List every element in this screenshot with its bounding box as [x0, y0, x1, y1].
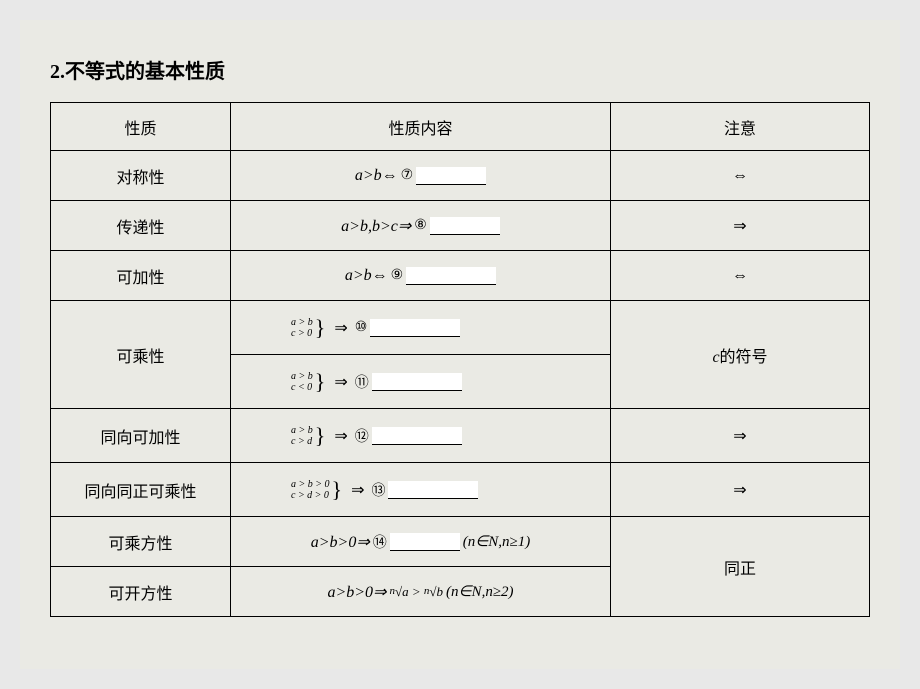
- cell-power-name: 可乘方性: [51, 517, 231, 567]
- row-same-dir-add: 同向可加性 a > b c > d } ⇒ ⑫ ⇒: [51, 409, 870, 463]
- arrow-icon: ⇒: [334, 372, 347, 392]
- mult2-blank: [372, 373, 462, 391]
- cell-additive-name: 可加性: [51, 251, 231, 301]
- additive-prefix: a>b⇔: [345, 267, 388, 285]
- sdpm-marker: ⑬: [371, 480, 385, 500]
- mult2-line2: c < 0: [291, 382, 313, 393]
- section-title: 2.不等式的基本性质: [50, 55, 870, 84]
- mult2-line1: a > b: [291, 371, 313, 382]
- mult1-cond: a > b c > 0 }: [291, 317, 327, 339]
- symmetry-blank: [416, 167, 486, 185]
- row-symmetry: 对称性 a>b⇔ ⑦ ⇔: [51, 151, 870, 201]
- cell-multiplicative-content-2: a > b c < 0 } ⇒ ⑪: [231, 355, 611, 409]
- sda-marker: ⑫: [355, 426, 369, 446]
- cell-transitive-name: 传递性: [51, 201, 231, 251]
- cell-sdpm-name: 同向同正可乘性: [51, 463, 231, 517]
- mult1-line1: a > b: [291, 317, 313, 328]
- transitive-blank: [430, 217, 500, 235]
- brace-icon: }: [315, 371, 326, 393]
- brace-icon: }: [315, 317, 326, 339]
- cell-multiplicative-name: 可乘性: [51, 301, 231, 409]
- mult1-line2: c > 0: [291, 328, 313, 339]
- transitive-prefix: a>b,b>c⇒: [341, 216, 411, 236]
- cell-transitive-note: ⇒: [611, 201, 870, 251]
- symmetry-prefix: a>b⇔: [355, 167, 398, 185]
- row-additive: 可加性 a>b⇔ ⑨ ⇔: [51, 251, 870, 301]
- additive-marker: ⑨: [391, 267, 404, 284]
- row-same-dir-pos-mult: 同向同正可乘性 a > b > 0 c > d > 0 } ⇒ ⑬ ⇒: [51, 463, 870, 517]
- symmetry-marker: ⑦: [401, 167, 414, 184]
- sda-cond: a > b c > d }: [291, 425, 327, 447]
- brace-icon: }: [332, 479, 343, 501]
- power-blank: [390, 533, 460, 551]
- cell-sdpm-note: ⇒: [611, 463, 870, 517]
- cell-additive-note: ⇔: [611, 251, 870, 301]
- cell-sda-note: ⇒: [611, 409, 870, 463]
- row-power: 可乘方性 a>b>0⇒ ⑭ (n∈N,n≥1) 同正: [51, 517, 870, 567]
- root-prefix: a>b>0⇒: [327, 582, 386, 602]
- sdpm-line1: a > b > 0: [291, 479, 330, 490]
- cell-power-note: 同正: [611, 517, 870, 617]
- power-marker: ⑭: [373, 532, 387, 552]
- properties-table: 性质 性质内容 注意 对称性 a>b⇔ ⑦ ⇔ 传递性 a>b,b>c⇒ ⑧: [50, 102, 870, 617]
- sdpm-line2: c > d > 0: [291, 490, 330, 501]
- cell-symmetry-note: ⇔: [611, 151, 870, 201]
- row-multiplicative-1: 可乘性 a > b c > 0 } ⇒ ⑩ cc的符号的符号: [51, 301, 870, 355]
- transitive-marker: ⑧: [414, 217, 427, 234]
- arrow-icon: ⇒: [334, 426, 347, 446]
- cell-root-name: 可开方性: [51, 567, 231, 617]
- sda-blank: [372, 427, 462, 445]
- mult1-marker: ⑩: [355, 319, 368, 336]
- header-property: 性质: [51, 103, 231, 151]
- cell-sda-content: a > b c > d } ⇒ ⑫: [231, 409, 611, 463]
- cell-symmetry-name: 对称性: [51, 151, 231, 201]
- arrow-icon: ⇒: [351, 480, 364, 500]
- header-content: 性质内容: [231, 103, 611, 151]
- header-note: 注意: [611, 103, 870, 151]
- cell-root-content: a>b>0⇒ n√a > n√b (n∈N,n≥2): [231, 567, 611, 617]
- cell-multiplicative-content-1: a > b c > 0 } ⇒ ⑩: [231, 301, 611, 355]
- sda-line1: a > b: [291, 425, 313, 436]
- brace-icon: }: [315, 425, 326, 447]
- cell-multiplicative-note: cc的符号的符号: [611, 301, 870, 409]
- cell-power-content: a>b>0⇒ ⑭ (n∈N,n≥1): [231, 517, 611, 567]
- mult2-cond: a > b c < 0 }: [291, 371, 327, 393]
- sda-line2: c > d: [291, 436, 313, 447]
- cell-transitive-content: a>b,b>c⇒ ⑧: [231, 201, 611, 251]
- cell-sdpm-content: a > b > 0 c > d > 0 } ⇒ ⑬: [231, 463, 611, 517]
- power-suffix: (n∈N,n≥1): [463, 532, 531, 551]
- page-container: 2.不等式的基本性质 性质 性质内容 注意 对称性 a>b⇔ ⑦ ⇔ 传递性: [20, 20, 900, 669]
- root-expr: n√a > n√b: [389, 584, 443, 600]
- additive-blank: [406, 267, 496, 285]
- mult1-blank: [370, 319, 460, 337]
- sdpm-cond: a > b > 0 c > d > 0 }: [291, 479, 344, 501]
- root-suffix: (n∈N,n≥2): [446, 582, 514, 601]
- row-transitive: 传递性 a>b,b>c⇒ ⑧ ⇒: [51, 201, 870, 251]
- table-header-row: 性质 性质内容 注意: [51, 103, 870, 151]
- sdpm-blank: [388, 481, 478, 499]
- cell-additive-content: a>b⇔ ⑨: [231, 251, 611, 301]
- mult2-marker: ⑪: [355, 372, 369, 392]
- arrow-icon: ⇒: [334, 318, 347, 338]
- power-prefix: a>b>0⇒: [311, 532, 370, 552]
- cell-symmetry-content: a>b⇔ ⑦: [231, 151, 611, 201]
- cell-sda-name: 同向可加性: [51, 409, 231, 463]
